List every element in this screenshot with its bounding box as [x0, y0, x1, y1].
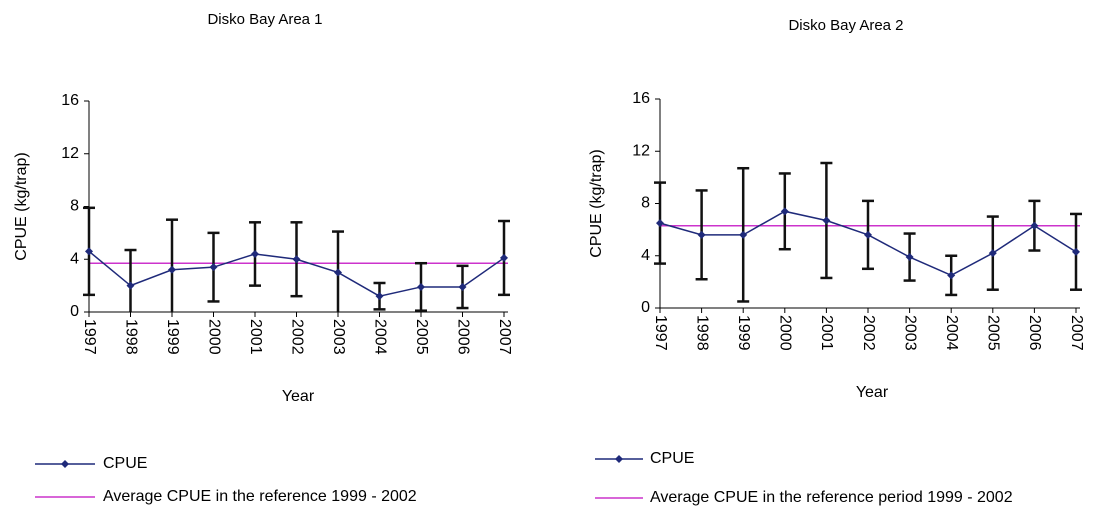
marker [697, 230, 706, 239]
y-tick-label: 0 [641, 299, 650, 316]
marker [780, 207, 789, 216]
x-axis-label: Year [856, 384, 889, 401]
x-tick-label: 1997 [652, 315, 669, 351]
x-tick-label: 1998 [122, 319, 139, 355]
x-tick-label: 2003 [330, 319, 347, 355]
legend-label: Average CPUE in the reference 1999 - 200… [103, 488, 417, 505]
marker [500, 253, 508, 262]
y-tick-label: 0 [70, 303, 79, 320]
x-axis-label: Year [282, 388, 315, 405]
y-axis-label: CPUE (kg/trap) [13, 152, 30, 260]
marker [822, 216, 831, 225]
marker [292, 255, 301, 264]
x-tick-label: 2003 [901, 315, 918, 351]
marker [334, 268, 342, 277]
legend-marker [615, 455, 623, 463]
marker [1072, 247, 1080, 256]
marker [168, 265, 176, 274]
legend-label: CPUE [650, 450, 694, 467]
x-tick-label: 2000 [777, 315, 794, 351]
marker [905, 253, 914, 262]
x-tick-label: 2005 [985, 315, 1002, 351]
y-tick-label: 12 [632, 142, 650, 159]
marker [947, 271, 956, 280]
x-tick-label: 2006 [1026, 315, 1043, 351]
chart-title: Disko Bay Area 2 [788, 17, 903, 34]
plot-area [83, 206, 510, 312]
y-tick-label: 8 [641, 195, 650, 212]
y-tick-label: 8 [70, 198, 79, 215]
chart-title: Disko Bay Area 1 [207, 11, 322, 28]
marker [417, 282, 425, 291]
x-tick-label: 2000 [205, 319, 222, 355]
x-tick-label: 1999 [164, 319, 181, 355]
y-tick-label: 12 [61, 145, 79, 162]
marker [209, 263, 218, 272]
x-tick-label: 1998 [693, 315, 710, 351]
x-tick-label: 2004 [371, 319, 388, 355]
x-tick-label: 2004 [943, 315, 960, 351]
y-tick-label: 16 [632, 90, 650, 107]
marker [458, 282, 467, 291]
x-tick-label: 2007 [496, 319, 513, 355]
legend-marker [61, 460, 69, 468]
x-tick-label: 2005 [413, 319, 430, 355]
x-tick-label: 2007 [1068, 315, 1085, 351]
marker [85, 247, 93, 256]
legend-label: Average CPUE in the reference period 199… [650, 489, 1013, 506]
x-tick-label: 2002 [860, 315, 877, 351]
marker [988, 249, 997, 258]
y-tick-label: 16 [61, 92, 79, 109]
marker [126, 281, 135, 290]
y-tick-label: 4 [70, 250, 79, 267]
marker [656, 219, 664, 228]
x-tick-label: 2002 [288, 319, 305, 355]
marker [1030, 221, 1039, 230]
y-tick-label: 4 [641, 247, 650, 264]
x-tick-label: 2006 [454, 319, 471, 355]
x-tick-label: 1999 [735, 315, 752, 351]
marker [739, 230, 748, 239]
y-axis-label: CPUE (kg/trap) [588, 149, 605, 257]
marker [864, 230, 872, 239]
marker [251, 249, 259, 258]
legend-label: CPUE [103, 455, 147, 472]
x-tick-label: 1997 [81, 319, 98, 355]
x-tick-label: 2001 [818, 315, 835, 351]
x-tick-label: 2001 [247, 319, 264, 355]
marker [375, 292, 384, 301]
